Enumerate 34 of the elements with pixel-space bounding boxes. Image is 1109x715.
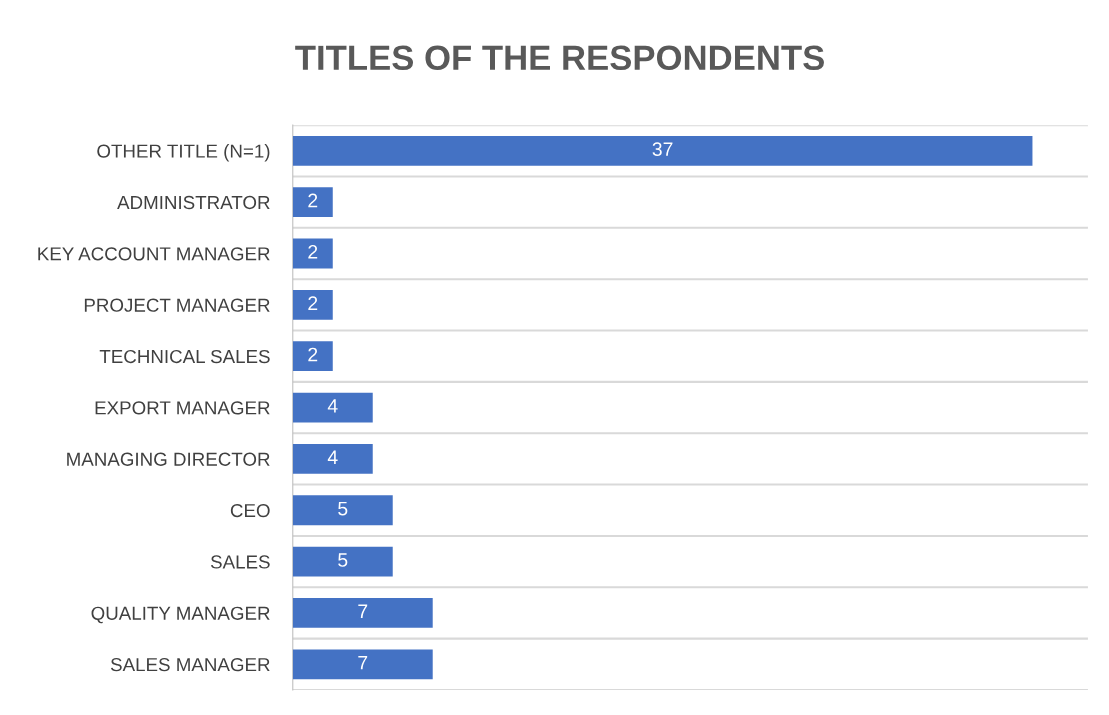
data-label: 7 [358, 604, 368, 618]
y-tick-label: EXPORT MANAGER [95, 401, 270, 415]
y-tick-label: SALES [210, 555, 270, 569]
data-label: 4 [327, 399, 338, 413]
bar [292, 187, 333, 218]
y-tick-label: OTHER TITLE (N=1) [97, 144, 270, 162]
bar [292, 135, 1033, 166]
data-label: 5 [338, 501, 348, 516]
y-tick-label: SALES MANAGER [110, 658, 270, 672]
data-label: 2 [308, 193, 318, 208]
y-tick-label: KEY ACCOUNT MANAGER [38, 247, 270, 261]
bar [292, 546, 393, 577]
bar [292, 289, 333, 320]
bar [292, 444, 373, 474]
bar [292, 649, 433, 680]
bar [292, 238, 333, 269]
data-label: 2 [308, 347, 318, 362]
y-tick-label: QUALITY MANAGER [91, 606, 270, 624]
data-label: 7 [358, 655, 368, 670]
data-label: 5 [338, 553, 348, 567]
chart-title: TITLES OF THE RESPONDENTS [295, 45, 824, 71]
y-tick-label: ADMINISTRATOR [117, 195, 270, 210]
bar [292, 341, 333, 372]
bar [292, 598, 433, 628]
bar [292, 392, 373, 423]
y-tick-label: PROJECT MANAGER [84, 298, 270, 312]
data-label: 2 [308, 244, 318, 259]
y-tick-label: MANAGING DIRECTOR [67, 452, 270, 466]
y-tick-label: TECHNICAL SALES [99, 349, 270, 364]
data-label: 4 [327, 450, 338, 464]
data-label: 2 [308, 296, 318, 310]
data-label: 37 [652, 142, 673, 157]
bar [292, 495, 393, 526]
y-tick-label: CEO [230, 503, 270, 518]
